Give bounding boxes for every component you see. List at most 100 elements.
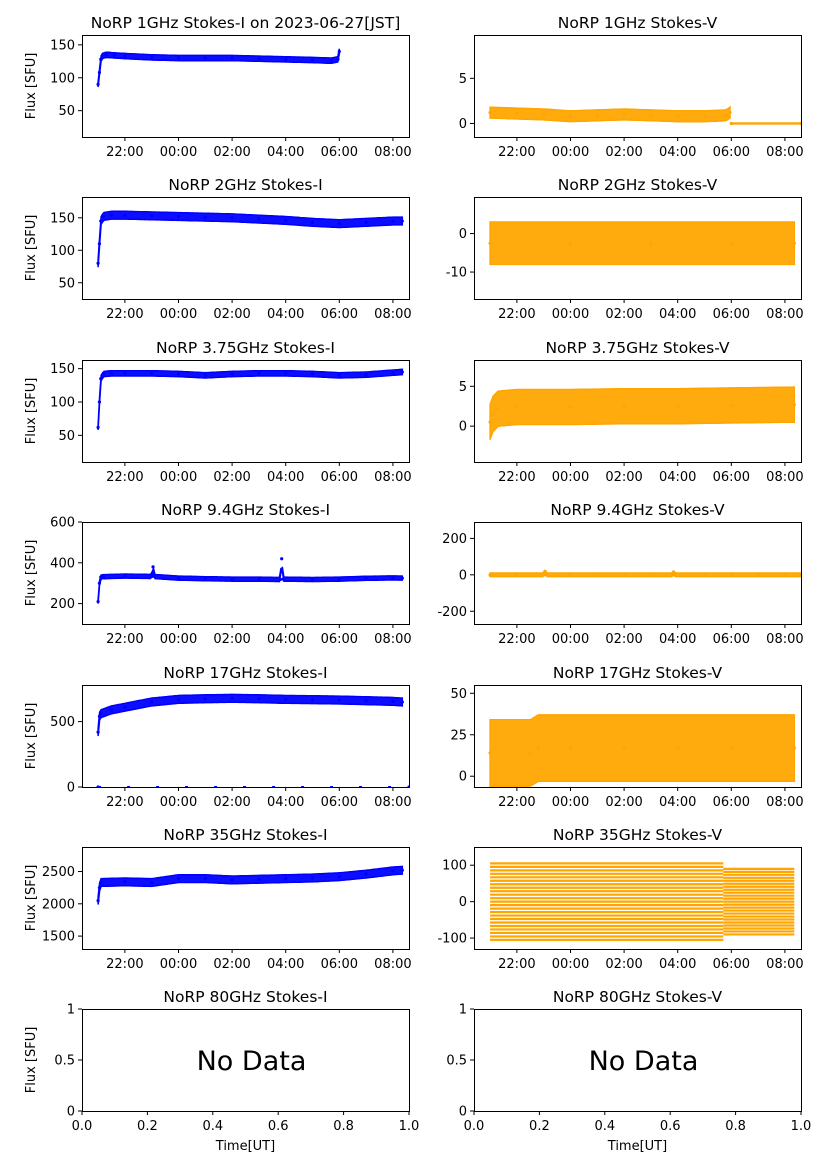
x-axis-label: Time[UT] <box>215 1139 275 1154</box>
series-1-point <box>310 220 315 224</box>
series-1-point <box>176 56 181 60</box>
x-tick-label: 04:00 <box>659 307 696 322</box>
panel-7: 200 400 600 22:00 00:00 02:00 04:00 06:00 08:00 N… <box>24 501 412 647</box>
plot-frame <box>474 522 802 625</box>
series-1-band <box>97 210 404 268</box>
series-1-point <box>364 373 368 377</box>
y-axis-label: Flux [SFU] <box>24 378 39 445</box>
series-1-point <box>96 82 100 86</box>
x-tick-label: 08:00 <box>766 795 803 810</box>
panel-title: NoRP 17GHz Stokes-I <box>163 664 327 682</box>
series-1-point <box>756 573 760 577</box>
x-tick-label: 08:00 <box>766 307 803 322</box>
x-tick-label: 08:00 <box>766 957 803 972</box>
data-layer <box>96 48 341 88</box>
series-1-point <box>729 241 733 245</box>
series-1-point <box>176 214 181 219</box>
x-tick-label: 08:00 <box>766 145 803 160</box>
plot-frame <box>82 522 410 625</box>
series-1-point <box>337 49 341 54</box>
x-tick-label: 02:00 <box>213 795 250 810</box>
x-tick-label: 04:00 <box>267 470 304 485</box>
series-1-point <box>329 59 333 63</box>
panel-1: 50 100 150 22:00 00:00 02:00 04:00 06:00 08:00 No… <box>24 14 412 160</box>
series-1-point <box>792 403 796 407</box>
series-1-point <box>364 699 368 703</box>
series-1-point <box>491 412 495 416</box>
y-tick-label: 100 <box>50 244 75 259</box>
y-tick-label: -100 <box>437 932 467 947</box>
series-1-band <box>489 386 796 440</box>
series-1-point <box>622 404 626 408</box>
panel-title: NoRP 1GHz Stokes-I on 2023-06-27[JST] <box>91 14 401 32</box>
y-tick-label: -10 <box>446 266 467 281</box>
series-1-point <box>284 697 288 701</box>
series-1-point <box>123 54 127 58</box>
y-axis-label: Flux [SFU] <box>24 53 39 120</box>
series-1-point <box>622 112 626 117</box>
x-tick-label: 22:00 <box>498 307 535 322</box>
series-1-band <box>489 221 796 266</box>
x-tick-label: 06:00 <box>713 632 750 647</box>
panel-10: 0 25 50 22:00 00:00 02:00 04:00 06:00 08:00 NoRP … <box>450 664 803 810</box>
series-1-point <box>176 877 181 881</box>
x-tick-label: 00:00 <box>160 795 197 810</box>
x-tick-label: 0.8 <box>725 1119 746 1134</box>
series-1-point <box>676 746 680 750</box>
series-1-point <box>595 113 599 117</box>
series-1-point <box>400 700 404 704</box>
series-1-point <box>123 371 127 375</box>
series-1-point <box>101 372 106 376</box>
series-1-point <box>203 697 207 701</box>
series-1-point <box>123 880 127 884</box>
y-tick-label: 1500 <box>42 930 75 945</box>
series-1-point <box>176 372 181 376</box>
series-1-point <box>488 751 492 755</box>
panel-6: 0 5 22:00 00:00 02:00 04:00 06:00 08:00 NoRP 3.7… <box>459 339 804 485</box>
series-1-point <box>568 573 573 577</box>
panel-title: NoRP 35GHz Stokes-I <box>163 826 327 844</box>
y-tick-label: 5 <box>459 380 467 395</box>
series-1-point <box>488 241 492 245</box>
x-tick-label: 02:00 <box>213 145 250 160</box>
series-1-point <box>230 216 234 220</box>
series-1-point <box>400 219 404 223</box>
series-1-point <box>672 570 676 574</box>
x-tick-label: 22:00 <box>106 632 143 647</box>
panel-11: 1500 2000 2500 22:00 00:00 02:00 04:00 06:00 08:… <box>24 826 412 972</box>
series-1-point <box>702 573 707 577</box>
y-tick-label: 0 <box>459 895 467 910</box>
x-tick-label: 22:00 <box>106 957 143 972</box>
series-1-band <box>97 693 404 737</box>
y-tick-label: 50 <box>58 104 75 119</box>
series-1-point <box>101 575 106 579</box>
series-1-point <box>496 407 500 411</box>
series-1-point <box>150 880 154 885</box>
series-1-point <box>112 53 116 58</box>
series-1-point <box>702 114 707 118</box>
panel-title: NoRP 2GHz Stokes-V <box>558 176 718 194</box>
x-tick-label: 06:00 <box>321 957 358 972</box>
series-1-band <box>489 714 796 787</box>
x-tick-label: 08:00 <box>374 632 411 647</box>
y-tick-label: 150 <box>50 362 75 377</box>
series-2-band <box>730 122 801 125</box>
x-axis-label: Time[UT] <box>607 1139 667 1154</box>
series-1-band <box>97 865 404 905</box>
y-tick-label: 50 <box>58 429 75 444</box>
series-1-point <box>97 581 102 585</box>
y-tick-label: 0 <box>67 1105 75 1120</box>
x-tick-label: 08:00 <box>374 957 411 972</box>
y-tick-label: 1 <box>459 1003 467 1018</box>
x-tick-label: 02:00 <box>605 795 642 810</box>
series-1-point <box>676 404 680 408</box>
series-1-point <box>400 576 404 580</box>
series-1-point <box>391 371 395 375</box>
series-1-point <box>515 405 519 409</box>
series-1-point <box>96 599 100 604</box>
series-1-point <box>515 111 519 116</box>
x-tick-label: 0.0 <box>72 1119 93 1134</box>
series-1-point <box>488 111 492 115</box>
panel-title: NoRP 3.75GHz Stokes-V <box>545 339 729 357</box>
